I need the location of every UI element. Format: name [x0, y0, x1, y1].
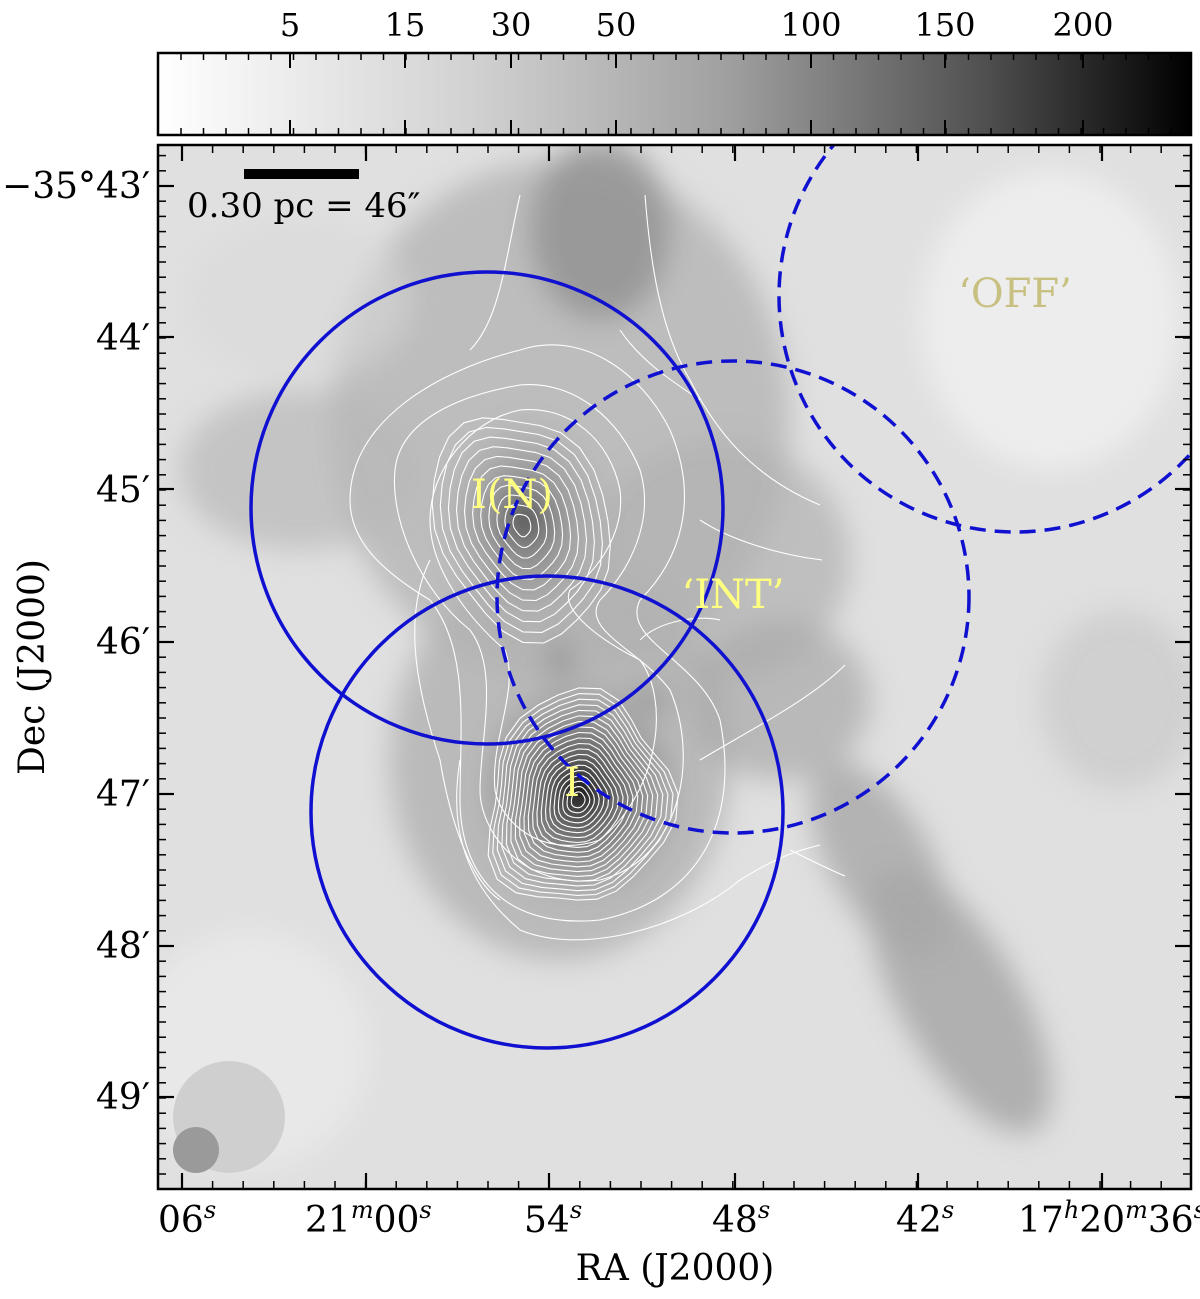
scale-bar-line [244, 169, 359, 179]
contour [553, 770, 605, 829]
contour [566, 786, 591, 814]
x-tick-label: 17h20m36s [1018, 1196, 1200, 1241]
x-tick-label: 06s [158, 1196, 216, 1241]
label-off: ‘OFF’ [958, 271, 1072, 317]
y-axis-title: Dec (J2000) [12, 559, 53, 775]
contour [496, 698, 669, 892]
y-tick-labels: −35°43′ 44′ 45′ 46′ 47′ 48′ 49′ [2, 166, 150, 1118]
scale-bar: 0.30 pc = 46″ [187, 169, 420, 226]
contour [639, 617, 721, 641]
contour [456, 759, 821, 941]
contour [699, 519, 823, 561]
axis-ticks [158, 145, 1191, 1189]
aperture-int [495, 359, 971, 835]
contour [496, 494, 548, 559]
contour [699, 664, 846, 761]
x-tick-labels: 06s 21m00s 54s 48s 42s 17h20m36s [158, 1196, 1200, 1241]
contour [501, 704, 664, 887]
contour [431, 417, 611, 644]
contour [487, 687, 679, 901]
colorbar-tick-label: 5 [280, 6, 300, 44]
y-tick-label: 45′ [96, 470, 150, 511]
aperture-i [309, 574, 785, 1050]
contour [644, 194, 821, 506]
contour [510, 715, 654, 877]
colorbar-tick-label: 200 [1052, 6, 1113, 44]
y-tick-label: 48′ [96, 926, 150, 967]
x-tick-label: 54s [524, 1196, 582, 1241]
colorbar-tick-label: 150 [914, 6, 975, 44]
contour [463, 455, 580, 602]
label-int: ‘INT’ [682, 572, 785, 618]
contour-lines [349, 194, 846, 941]
map-image [158, 145, 1191, 1189]
contour [393, 384, 684, 882]
colorbar-tick-label: 50 [596, 6, 637, 44]
x-axis-title: RA (J2000) [576, 1248, 775, 1289]
contour [429, 408, 657, 846]
contour [549, 764, 610, 834]
contour [472, 465, 572, 591]
contour [480, 475, 564, 580]
y-tick-label: 47′ [96, 774, 150, 815]
beam-indicators [173, 1061, 285, 1173]
contour [455, 446, 588, 612]
scale-bar-label: 0.30 pc = 46″ [187, 186, 420, 226]
contour [557, 775, 600, 824]
label-i: I [564, 760, 580, 806]
colorbar-tick-label: 30 [491, 6, 532, 44]
contour [562, 780, 595, 819]
contour [536, 748, 624, 848]
contour [514, 720, 649, 873]
contour [492, 693, 674, 896]
contour [527, 737, 634, 858]
aperture-i-north [249, 270, 725, 746]
label-i-north: I(N) [471, 472, 553, 518]
colorbar-tick-labels: 5 15 30 50 100 150 200 [280, 6, 1114, 44]
colorbar-ticks [180, 53, 1172, 135]
colorbar-gradient [156, 51, 1193, 137]
contour [439, 426, 603, 633]
plot-frame [156, 143, 1193, 1191]
colorbar: 5 15 30 50 100 150 200 [156, 6, 1193, 137]
colorbar-tick-label: 100 [780, 6, 841, 44]
x-tick-label: 21m00s [305, 1196, 432, 1241]
contour [505, 709, 659, 882]
contour [469, 194, 521, 351]
contour [447, 436, 595, 623]
colorbar-tick-label: 15 [385, 6, 426, 44]
contour [619, 329, 701, 401]
y-tick-label: 49′ [96, 1077, 150, 1118]
contour [519, 726, 644, 868]
contour [540, 753, 619, 844]
x-tick-label: 42s [896, 1196, 954, 1241]
contour [532, 742, 629, 853]
contour [349, 344, 726, 922]
small-beam-circle [173, 1127, 219, 1173]
y-tick-label: −35°43′ [2, 166, 150, 207]
contour [544, 759, 614, 839]
contour [512, 513, 532, 538]
x-tick-label: 48s [712, 1196, 770, 1241]
beam-apertures [249, 145, 1191, 1050]
contour [570, 791, 586, 809]
source-labels: ‘OFF’ ‘INT’ I(N) I [471, 271, 1072, 806]
y-tick-label: 46′ [96, 622, 150, 663]
y-tick-label: 44′ [96, 318, 150, 359]
contour [523, 731, 639, 863]
